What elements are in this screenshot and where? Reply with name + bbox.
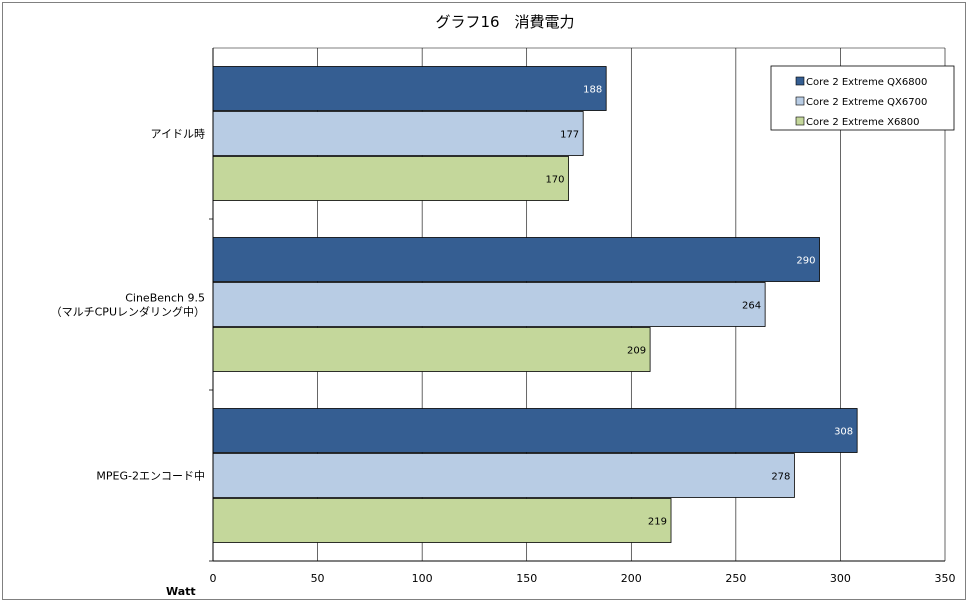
bar — [212, 237, 820, 282]
bar-value-label: 308 — [834, 427, 853, 438]
bar-value-label: 188 — [583, 85, 602, 96]
bar-value-label: 209 — [627, 346, 646, 357]
bar-value-label: 219 — [648, 517, 667, 528]
x-tick-label: 0 — [210, 572, 217, 585]
bar — [212, 408, 858, 453]
legend: Core 2 Extreme QX6800 Core 2 Extreme QX67… — [770, 65, 955, 131]
bar-value-label: 170 — [545, 175, 564, 186]
bar-value-label: 278 — [771, 472, 790, 483]
chart-title: グラフ16 消費電力 — [435, 13, 574, 31]
bar — [212, 111, 584, 156]
x-tick-label: 300 — [830, 572, 851, 585]
legend-label: Core 2 Extreme QX6800 — [806, 77, 927, 88]
legend-swatch — [795, 116, 805, 126]
x-tick-label: 250 — [725, 572, 746, 585]
x-tick-label: 350 — [935, 572, 956, 585]
bar — [212, 66, 607, 111]
legend-swatch — [795, 96, 805, 106]
category-label: （マルチCPUレンダリング中） — [51, 305, 205, 319]
category-label: CineBench 9.5 — [125, 292, 205, 305]
bar-value-label: 290 — [796, 256, 815, 267]
x-tick-label: 100 — [412, 572, 433, 585]
bar-value-label: 177 — [560, 130, 579, 141]
legend-label: Core 2 Extreme X6800 — [806, 117, 919, 128]
bar — [212, 498, 672, 543]
bar — [212, 156, 569, 201]
bar-value-label: 264 — [742, 301, 761, 312]
plot-area: 0 50 100 150 200 250 300 350 188 177 170 アイドル時 290 26… — [51, 47, 956, 585]
x-axis-label: Watt — [166, 585, 196, 598]
x-tick-label: 50 — [311, 572, 325, 585]
category-label: アイドル時 — [151, 128, 205, 141]
bar — [212, 282, 766, 327]
category-label: MPEG-2エンコード中 — [96, 470, 205, 483]
x-tick-label: 150 — [516, 572, 537, 585]
legend-swatch — [795, 76, 805, 86]
bar — [212, 327, 651, 372]
legend-label: Core 2 Extreme QX6700 — [806, 97, 927, 108]
bar — [212, 453, 795, 498]
x-tick-label: 200 — [621, 572, 642, 585]
